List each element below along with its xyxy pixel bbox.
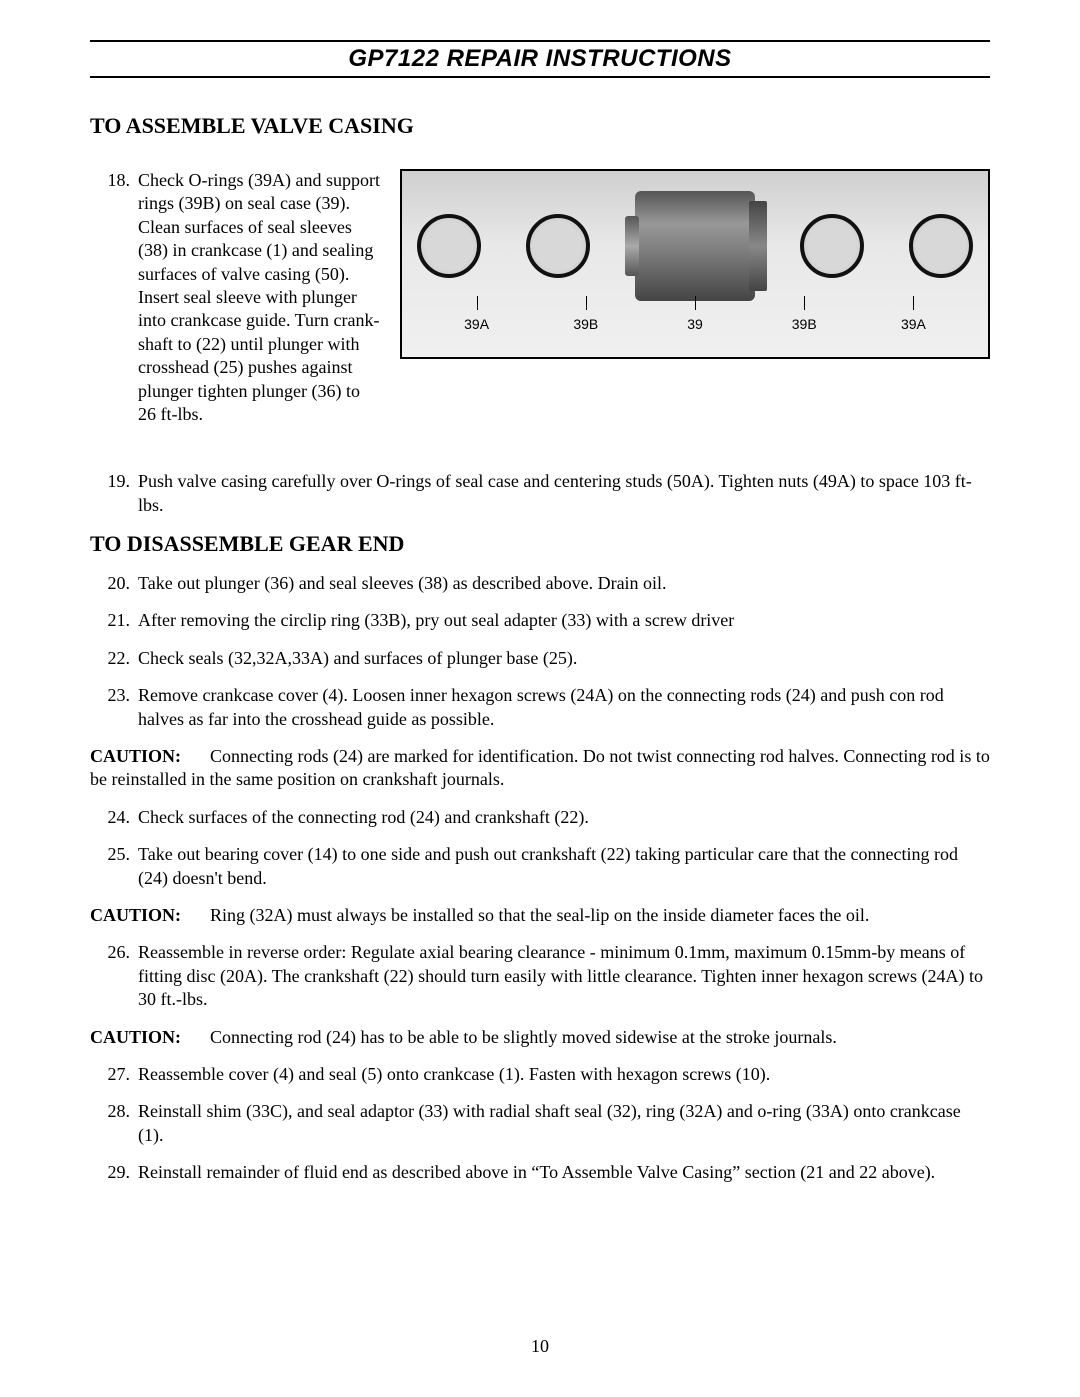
item-text: Check seals (32,32A,33A) and surfaces of… [138, 647, 990, 670]
list-item: 29. Reinstall remainder of fluid end as … [96, 1161, 990, 1184]
item-number: 21. [96, 609, 138, 632]
seal-case-icon [635, 191, 755, 301]
caution-label: CAUTION: [90, 1026, 210, 1049]
list-item: 19. Push valve casing carefully over O-r… [96, 470, 990, 517]
rule-under-title [90, 76, 990, 78]
list-item: 24. Check surfaces of the connecting rod… [96, 806, 990, 829]
item-text: Reinstall remainder of fluid end as desc… [138, 1161, 990, 1184]
items-block-d: 27. Reassemble cover (4) and seal (5) on… [96, 1063, 990, 1185]
o-ring-icon [800, 214, 864, 278]
item-number: 25. [96, 843, 138, 890]
item-text: Check surfaces of the connecting rod (24… [138, 806, 990, 829]
caution-label: CAUTION: [90, 904, 210, 927]
item-text: Reassemble cover (4) and seal (5) onto c… [138, 1063, 990, 1086]
page-number: 10 [0, 1336, 1080, 1357]
item-number: 18. [96, 169, 138, 426]
figure-label: 39 [640, 316, 749, 332]
o-ring-icon [909, 214, 973, 278]
caution-label: CAUTION: [90, 745, 210, 768]
item-text: Remove crankcase cover (4). Loosen inner… [138, 684, 990, 731]
list-item: 26. Reassemble in reverse order: Regulat… [96, 941, 990, 1011]
item-number: 26. [96, 941, 138, 1011]
caution-text: Connecting rod (24) has to be able to be… [210, 1027, 837, 1047]
item-text: Reassemble in reverse order: Regulate ax… [138, 941, 990, 1011]
list-item: 20. Take out plunger (36) and seal sleev… [96, 572, 990, 595]
figure-parts-row [417, 186, 973, 306]
caution-block: CAUTION:Ring (32A) must always be instal… [90, 904, 990, 927]
items-block-a: 20. Take out plunger (36) and seal sleev… [96, 572, 990, 731]
item-text: Check O-rings (39A) and support rings (3… [138, 169, 380, 426]
caution-block: CAUTION:Connecting rod (24) has to be ab… [90, 1026, 990, 1049]
list-item: 21. After removing the circlip ring (33B… [96, 609, 990, 632]
page: GP7122 REPAIR INSTRUCTIONS TO ASSEMBLE V… [0, 0, 1080, 1397]
o-ring-icon [417, 214, 481, 278]
item-number: 24. [96, 806, 138, 829]
figure-labels: 39A 39B 39 39B 39A [417, 316, 973, 332]
caution-text: Connecting rods (24) are marked for iden… [90, 746, 990, 789]
list-item: 27. Reassemble cover (4) and seal (5) on… [96, 1063, 990, 1086]
list-item: 22. Check seals (32,32A,33A) and surface… [96, 647, 990, 670]
items-block-c: 26. Reassemble in reverse order: Regulat… [96, 941, 990, 1011]
item-text: Push valve casing carefully over O-rings… [138, 470, 990, 517]
item-number: 22. [96, 647, 138, 670]
item-text: After removing the circlip ring (33B), p… [138, 609, 990, 632]
section-heading-disassemble: TO DISASSEMBLE GEAR END [90, 531, 990, 557]
figure-label: 39A [859, 316, 968, 332]
document-title: GP7122 REPAIR INSTRUCTIONS [90, 42, 990, 76]
item-text: Take out bearing cover (14) to one side … [138, 843, 990, 890]
list-item: 25. Take out bearing cover (14) to one s… [96, 843, 990, 890]
section-heading-assemble: TO ASSEMBLE VALVE CASING [90, 113, 990, 139]
parts-figure: 39A 39B 39 39B 39A [400, 169, 990, 359]
items-block-b: 24. Check surfaces of the connecting rod… [96, 806, 990, 890]
caution-block: CAUTION:Connecting rods (24) are marked … [90, 745, 990, 792]
item-number: 19. [96, 470, 138, 517]
item-number: 20. [96, 572, 138, 595]
caution-text: Ring (32A) must always be installed so t… [210, 905, 869, 925]
item-text: Reinstall shim (33C), and seal adaptor (… [138, 1100, 990, 1147]
step-18-text-col: 18. Check O-rings (39A) and support ring… [90, 169, 380, 440]
o-ring-icon [526, 214, 590, 278]
list-item: 28. Reinstall shim (33C), and seal adapt… [96, 1100, 990, 1147]
item-number: 27. [96, 1063, 138, 1086]
figure-label: 39A [422, 316, 531, 332]
step-18-row: 18. Check O-rings (39A) and support ring… [90, 169, 990, 440]
list-item: 18. Check O-rings (39A) and support ring… [96, 169, 380, 426]
item-number: 23. [96, 684, 138, 731]
figure-label: 39B [750, 316, 859, 332]
item-number: 28. [96, 1100, 138, 1147]
list-item: 23. Remove crankcase cover (4). Loosen i… [96, 684, 990, 731]
figure-label: 39B [531, 316, 640, 332]
item-number: 29. [96, 1161, 138, 1184]
item-text: Take out plunger (36) and seal sleeves (… [138, 572, 990, 595]
